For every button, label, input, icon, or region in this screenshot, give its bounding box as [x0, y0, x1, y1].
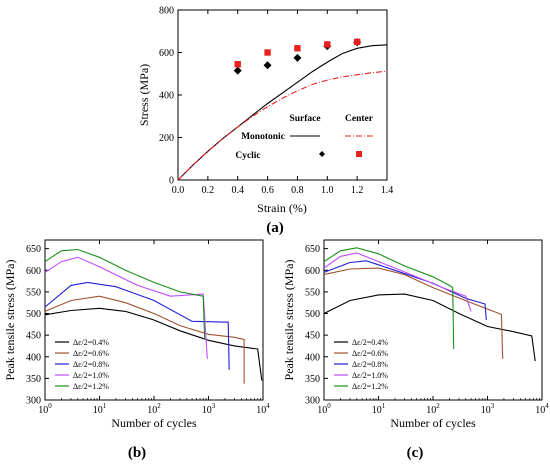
legend-c-label: Δε/2=0.6% [352, 349, 388, 358]
x-tick-label: 0.6 [261, 185, 274, 196]
panel-a: Strain (%) Stress (MPa) (a) Surface Cent… [137, 9, 388, 236]
legend-a: Surface Center Monotonic Cyclic [235, 114, 375, 161]
legend-b-label: Δε/2=1.0% [73, 371, 109, 380]
y-tick-label: 800 [159, 6, 174, 17]
y-axis-label-a: Stress (MPa) [137, 64, 151, 126]
y-tick-label: 400 [159, 91, 174, 102]
legend-a-row-cyclic: Cyclic [235, 151, 260, 161]
legend-a-cyclic-surface-marker [319, 151, 325, 157]
series-a-cyclic_center-point [353, 38, 361, 46]
legend-c: Δε/2=0.4% Δε/2=0.6% Δε/2=0.8% Δε/2=1.0% Δε/2… [334, 338, 388, 391]
legend-b-label: Δε/2=0.8% [73, 360, 109, 369]
legend-a-cyclic-center-marker [356, 151, 362, 157]
y-tick-label: 500 [26, 309, 41, 320]
series-a-cyclic_surface-point [233, 66, 242, 75]
y-tick-label: 300 [26, 396, 41, 407]
x-tick-label: 103 [202, 402, 216, 416]
panel-b: Number of cycles Peak tensile stress (MP… [3, 239, 264, 461]
y-tick-label: 300 [305, 396, 320, 407]
series-c-3-line [323, 252, 472, 312]
y-tick-label: 650 [305, 244, 320, 255]
y-tick-label: 400 [26, 352, 41, 363]
legend-b-label: Δε/2=0.4% [73, 338, 109, 347]
x-tick-label: 101 [93, 402, 107, 416]
x-tick-label: 102 [426, 402, 440, 416]
y-tick-label: 550 [26, 287, 41, 298]
series-b-1-line [44, 295, 245, 384]
x-tick-label: 101 [372, 402, 386, 416]
series-a-mono_center-line [177, 70, 388, 181]
x-axis-label-b: Number of cycles [111, 416, 197, 430]
x-tick-label: 104 [256, 402, 270, 416]
legend-a-header-center: Center [345, 114, 374, 124]
series-a-cyclic_surface-point [293, 53, 302, 62]
legend-c-label: Δε/2=1.0% [352, 371, 388, 380]
legend-c-label: Δε/2=0.4% [352, 338, 388, 347]
x-tick-label: 102 [147, 402, 161, 416]
series-b-4-line [44, 248, 206, 340]
y-tick-label: 450 [305, 331, 320, 342]
y-axis-label-c: Peak tensile stress (MPa) [282, 260, 296, 381]
x-axis-label-c: Number of cycles [390, 416, 476, 430]
panel-label-b: (b) [128, 445, 146, 461]
series-b-2-line [44, 281, 230, 370]
panel-label-c: (c) [407, 445, 424, 461]
y-tick-label: 600 [26, 266, 41, 277]
y-tick-label: 450 [26, 331, 41, 342]
chart-marks: 0.0 0.2 0.4 0.6 0.8 1.0 1.2 1.40200400600800100… [26, 6, 549, 417]
y-tick-label: 200 [159, 133, 174, 144]
legend-b: Δε/2=0.4% Δε/2=0.6% Δε/2=0.8% Δε/2=1.0% Δε/2… [55, 338, 109, 391]
legend-a-header-surface: Surface [289, 114, 320, 124]
series-b-3-line [44, 256, 208, 359]
x-tick-label: 104 [535, 402, 549, 416]
y-tick-label: 0 [169, 176, 174, 187]
y-tick-label: 350 [26, 374, 41, 385]
legend-c-label: Δε/2=0.8% [352, 360, 388, 369]
panel-c-marks: 100 101 102 103 104300350400450500550600650Δ… [305, 240, 549, 416]
y-tick-label: 500 [305, 309, 320, 320]
y-tick-label: 550 [305, 287, 320, 298]
panel-b-marks: 100 101 102 103 104300350400450500550600650Δ… [26, 240, 270, 416]
x-tick-label: 103 [481, 402, 495, 416]
series-a-cyclic_center-point [324, 41, 331, 48]
x-tick-label: 0.2 [202, 185, 215, 196]
y-tick-label: 600 [305, 266, 320, 277]
x-tick-label: 0.8 [291, 185, 304, 196]
legend-c-label: Δε/2=1.2% [352, 382, 388, 391]
series-a-cyclic_surface-point [263, 61, 272, 70]
panel-label-a: (a) [266, 220, 284, 236]
x-tick-label: 1.2 [351, 185, 364, 196]
series-a-mono_surface-line [177, 44, 388, 181]
y-axis-label-b: Peak tensile stress (MPa) [3, 260, 17, 381]
legend-a-row-monotonic: Monotonic [241, 132, 285, 142]
series-b-0-line [44, 307, 263, 381]
series-a-cyclic_center-point [294, 45, 301, 52]
series-a-cyclic_center-point [234, 60, 241, 68]
panel-a-marks: 0.0 0.2 0.4 0.6 0.8 1.0 1.2 1.4 0 200 400 600 800 [159, 6, 393, 197]
y-tick-label: 600 [159, 48, 174, 59]
y-tick-label: 400 [305, 352, 320, 363]
series-c-4-line [323, 247, 455, 350]
x-tick-label: 0.0 [172, 185, 185, 196]
x-tick-label: 1.4 [381, 185, 394, 196]
x-axis-label-a: Strain (%) [257, 201, 307, 215]
series-a-cyclic_center-point [264, 49, 271, 56]
series-c-2-line [323, 260, 487, 321]
series-c-1-line [323, 267, 504, 359]
y-tick-label: 650 [26, 244, 41, 255]
series-c-0-line [323, 293, 536, 362]
y-tick-label: 350 [305, 374, 320, 385]
legend-b-label: Δε/2=0.6% [73, 349, 109, 358]
x-tick-label: 0.4 [231, 185, 244, 196]
legend-b-label: Δε/2=1.2% [73, 382, 109, 391]
plot-frame-a [177, 9, 388, 181]
x-tick-label: 1.0 [321, 185, 334, 196]
panel-c: Number of cycles Peak tensile stress (MP… [282, 239, 543, 461]
